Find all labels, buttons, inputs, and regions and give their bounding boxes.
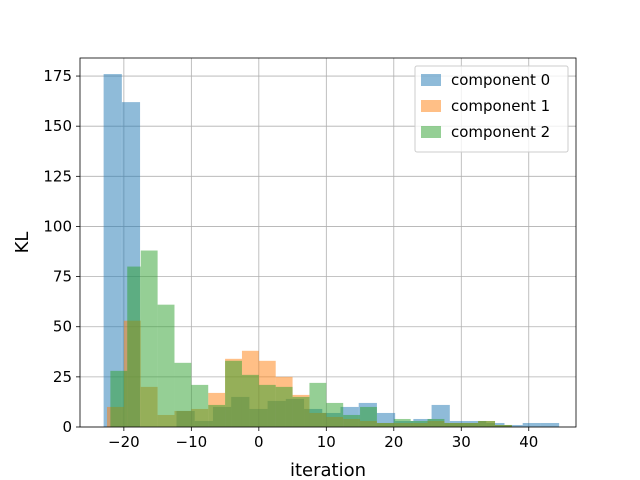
histogram-bar-series-2 xyxy=(241,374,259,427)
histogram-bar-series-0 xyxy=(504,424,523,427)
legend-swatch xyxy=(421,126,441,138)
histogram-bar-series-2 xyxy=(393,418,411,427)
histogram-bar-series-2 xyxy=(275,386,293,427)
legend-frame xyxy=(414,65,569,153)
histogram-bar-series-2 xyxy=(127,266,141,427)
x-tick-label: 40 xyxy=(519,433,538,451)
histogram-bar-series-2 xyxy=(478,420,496,427)
x-tick-label: −20 xyxy=(108,433,140,451)
histogram-bar-series-2 xyxy=(427,418,445,427)
histogram-bar-series-2 xyxy=(495,424,512,427)
bars xyxy=(103,74,560,427)
y-tick-label: 25 xyxy=(53,368,72,386)
x-axis-label: iteration xyxy=(290,460,366,480)
legend: component 0 component 1 component 2 xyxy=(414,65,569,153)
legend-swatch xyxy=(421,100,441,112)
histogram-bar-series-2 xyxy=(343,414,361,427)
x-tick-label: 10 xyxy=(317,433,336,451)
legend-swatch xyxy=(421,74,441,86)
histogram-bar-series-2 xyxy=(376,422,394,427)
y-tick-label: 100 xyxy=(43,217,72,235)
legend-label: component 0 xyxy=(451,71,550,89)
legend-label: component 1 xyxy=(451,97,550,115)
histogram-bar-series-2 xyxy=(110,370,128,427)
x-tick-label: 30 xyxy=(452,433,471,451)
y-axis-label: KL xyxy=(12,232,33,254)
histogram-bar-series-2 xyxy=(157,304,175,427)
y-tick-label: 175 xyxy=(43,67,72,85)
y-tick-label: 0 xyxy=(62,418,72,436)
histogram-bar-series-0 xyxy=(522,422,541,427)
histogram-bar-series-2 xyxy=(326,402,344,427)
histogram-bar-series-2 xyxy=(208,404,226,427)
histogram-bar-series-0 xyxy=(540,422,560,427)
histogram-bar-series-2 xyxy=(225,360,242,427)
histogram-bar-series-0 xyxy=(103,74,122,427)
histogram-bar-series-2 xyxy=(140,250,158,427)
histogram-bar-series-2 xyxy=(174,362,192,427)
axis-ticks: −20 −10 0 10 20 30 40 0 25 50 75 100 125 150 175 xyxy=(43,67,538,451)
histogram-bar-series-2 xyxy=(461,422,479,427)
y-tick-label: 125 xyxy=(43,167,72,185)
y-tick-label: 50 xyxy=(53,318,72,336)
y-tick-label: 75 xyxy=(53,268,72,286)
histogram-bar-series-2 xyxy=(191,384,209,427)
x-tick-label: 0 xyxy=(254,433,264,451)
x-tick-label: 20 xyxy=(384,433,403,451)
histogram-bar-series-2 xyxy=(444,422,462,427)
histogram-bar-series-2 xyxy=(258,384,276,427)
legend-label: component 2 xyxy=(451,123,550,141)
x-tick-label: −10 xyxy=(176,433,208,451)
y-tick-label: 150 xyxy=(43,117,72,135)
histogram-bar-series-2 xyxy=(410,420,428,427)
histogram-bar-series-2 xyxy=(292,396,310,427)
histogram-bar-series-2 xyxy=(309,382,327,427)
histogram-bar-series-2 xyxy=(360,406,377,427)
plot-frame xyxy=(79,57,577,428)
